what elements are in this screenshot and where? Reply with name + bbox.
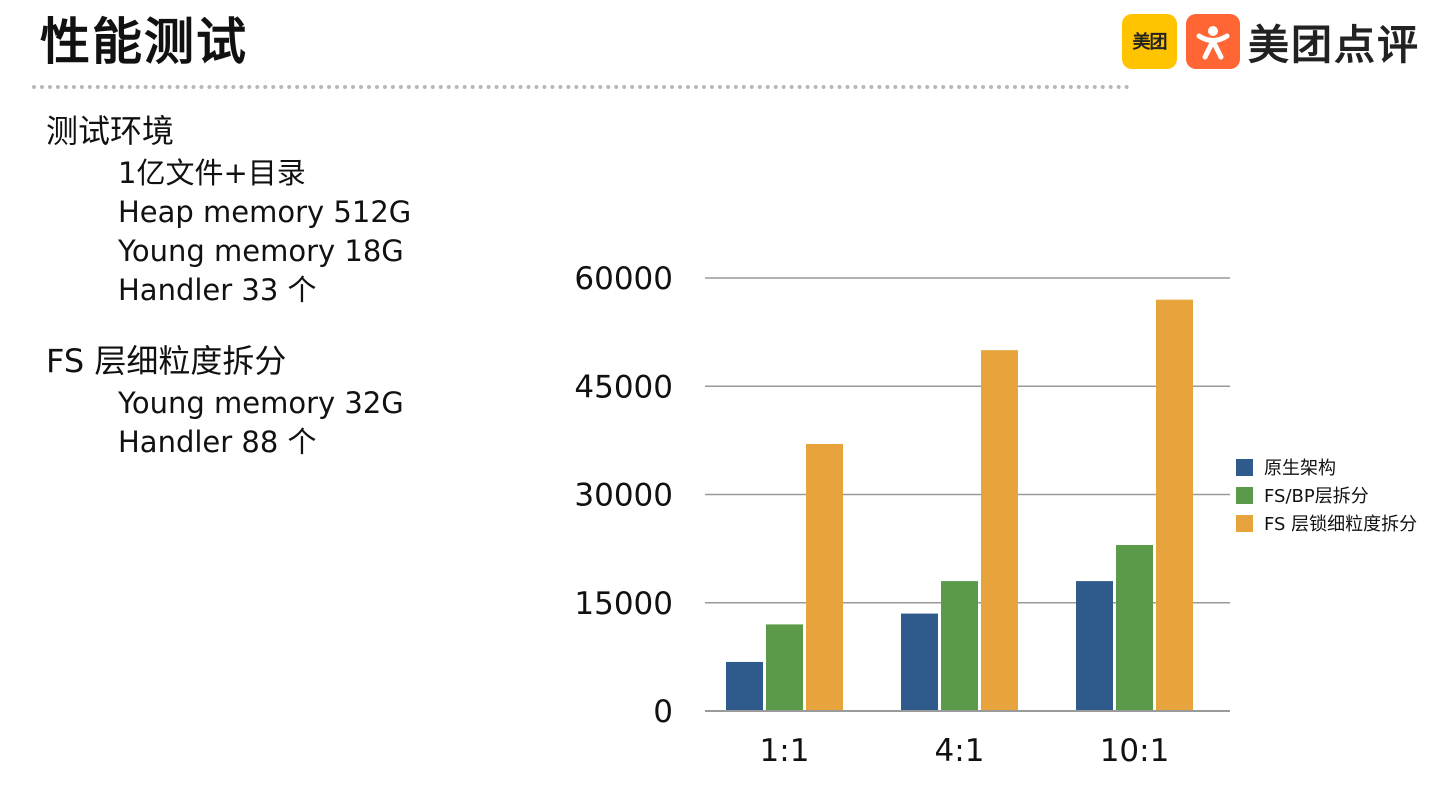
legend-label: FS 层锁细粒度拆分: [1264, 514, 1418, 535]
env-item: Young memory 18G: [118, 234, 404, 268]
x-tick-label: 4:1: [935, 733, 985, 769]
legend-swatch: [1236, 486, 1253, 504]
legend-item: FS 层锁细粒度拆分: [1236, 509, 1417, 537]
legend-swatch: [1236, 514, 1253, 532]
bar: [941, 581, 978, 711]
bar: [806, 443, 843, 711]
bar: [1156, 299, 1193, 711]
bar: [981, 350, 1018, 711]
dianping-logo-icon: [1186, 13, 1240, 69]
meituan-logo-badge: 美团: [1122, 13, 1177, 69]
fs-heading: FS 层细粒度拆分: [46, 342, 287, 380]
bullet-list: 测试环境 1亿文件+目录 Heap memory 512G Young memo…: [46, 108, 411, 462]
legend-label: 原生架构: [1264, 458, 1336, 479]
bar: [766, 624, 803, 711]
legend-item: FS/BP层拆分: [1236, 481, 1417, 509]
bar-chart: 0 15000 30000 45000 60000 1:1 4:1 10:1: [574, 261, 1230, 769]
legend-label: FS/BP层拆分: [1264, 486, 1369, 507]
x-tick-label: 10:1: [1100, 733, 1170, 769]
legend-item: 原生架构: [1236, 453, 1417, 481]
y-tick-label: 30000: [574, 478, 673, 514]
env-item: 1亿文件+目录: [118, 156, 306, 190]
legend-swatch: [1236, 458, 1253, 476]
env-item: Heap memory 512G: [118, 195, 412, 229]
title-divider: [32, 85, 1130, 89]
bar: [1116, 545, 1153, 711]
bar: [726, 661, 763, 711]
y-tick-label: 15000: [574, 586, 673, 622]
section-gap: [46, 310, 411, 338]
fs-item: Handler 88 个: [118, 425, 317, 459]
dianping-logo-text: 美团点评: [1248, 21, 1420, 69]
bar: [1076, 581, 1113, 711]
y-tick-label: 60000: [574, 261, 673, 297]
slide-title: 性能测试: [40, 13, 248, 71]
env-item: Handler 33 个: [118, 273, 317, 307]
dianping-person-icon: [1196, 26, 1230, 60]
brand-logo: 美团 美团点评: [1122, 13, 1420, 69]
y-tick-label: 45000: [574, 369, 673, 405]
x-tick-label: 1:1: [760, 733, 810, 769]
fs-item: Young memory 32G: [118, 386, 404, 420]
env-heading: 测试环境: [46, 112, 175, 150]
bar: [901, 613, 938, 711]
chart-legend: 原生架构 FS/BP层拆分 FS 层锁细粒度拆分: [1236, 453, 1417, 537]
y-tick-label: 0: [653, 694, 673, 730]
